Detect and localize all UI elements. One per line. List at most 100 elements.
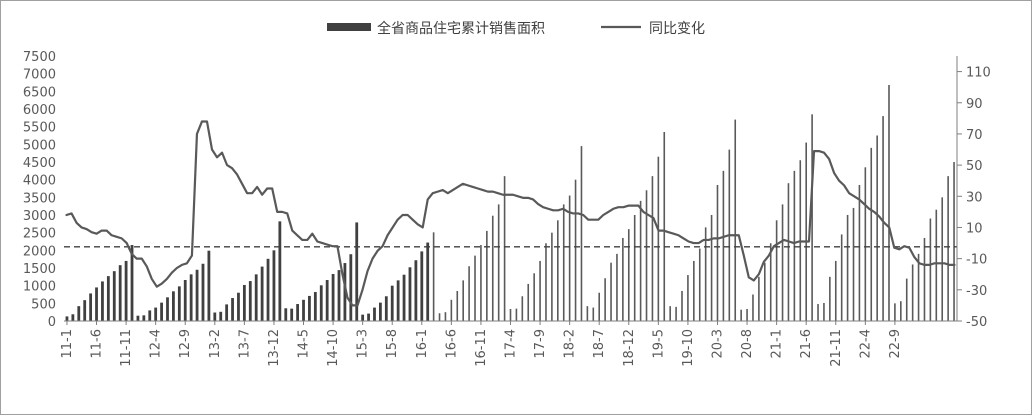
bar <box>941 197 944 321</box>
bar <box>817 304 819 321</box>
bar <box>450 299 453 321</box>
bar <box>811 114 813 321</box>
left-tick-label: 6500 <box>23 85 56 100</box>
bar <box>83 300 87 321</box>
bar <box>468 266 470 321</box>
x-tick-label: 14-10 <box>326 329 341 367</box>
bar <box>136 315 140 321</box>
x-tick-label: 21-11 <box>829 329 844 367</box>
x-tick-label: 12-4 <box>149 329 164 359</box>
x-tick-label: 18-12 <box>622 329 637 367</box>
bar <box>106 276 110 321</box>
x-tick-label: 21-6 <box>799 329 814 359</box>
bar <box>325 280 329 321</box>
bar <box>319 285 323 321</box>
bar <box>284 308 288 321</box>
bar <box>201 263 205 321</box>
x-tick-label: 20-3 <box>710 329 725 359</box>
bar <box>408 267 412 321</box>
bar <box>166 297 169 321</box>
bar <box>829 276 831 321</box>
bar <box>231 298 234 321</box>
bar <box>781 204 784 321</box>
x-tick-label: 22-9 <box>888 329 903 359</box>
left-tick-label: 7500 <box>23 50 56 65</box>
bar <box>355 222 359 321</box>
bar <box>444 312 447 321</box>
bar <box>610 262 612 321</box>
right-tick-label: 90 <box>966 97 983 112</box>
bar <box>876 135 878 321</box>
bar <box>710 215 713 321</box>
bar <box>929 218 932 321</box>
bar <box>462 280 464 321</box>
bar <box>402 274 406 321</box>
bar <box>905 278 908 321</box>
bar <box>693 260 695 321</box>
bar <box>521 296 524 321</box>
bar <box>160 302 163 321</box>
bar <box>177 286 181 321</box>
bar <box>248 281 252 321</box>
bar <box>426 242 430 321</box>
x-tick-label: 17-9 <box>533 329 548 359</box>
bar <box>669 306 671 321</box>
bar <box>308 295 311 321</box>
right-tick-label: -10 <box>966 253 987 268</box>
bar <box>361 314 365 321</box>
left-tick-label: 3500 <box>23 191 56 206</box>
left-tick-label: 500 <box>31 297 56 312</box>
bar <box>858 184 861 321</box>
bar <box>592 307 595 321</box>
bar <box>237 292 240 321</box>
bar <box>225 304 229 321</box>
bar <box>557 220 559 321</box>
right-tick-label: 70 <box>966 128 983 143</box>
bar <box>823 302 825 321</box>
bar <box>189 274 193 321</box>
bar <box>497 204 500 321</box>
bar <box>349 254 353 321</box>
bar <box>864 167 867 321</box>
legend: 全省商品住宅累计销售面积 同比变化 <box>327 20 705 37</box>
bar <box>870 147 873 321</box>
left-tick-label: 6000 <box>23 103 56 118</box>
bar <box>769 243 772 321</box>
x-tick-label: 19-5 <box>651 329 666 359</box>
left-tick-label: 5500 <box>23 121 56 136</box>
bar <box>911 264 914 321</box>
x-tick-label: 18-2 <box>563 329 578 359</box>
bar <box>266 258 270 321</box>
bar <box>622 237 624 321</box>
bar <box>923 237 926 321</box>
bar <box>645 190 648 321</box>
left-tick-label: 7000 <box>23 68 56 83</box>
bar <box>101 281 104 321</box>
x-tick-label: 21-1 <box>770 329 785 359</box>
bar <box>716 184 719 321</box>
left-tick-label: 1000 <box>23 280 56 295</box>
bar <box>172 291 175 321</box>
bar <box>734 119 737 321</box>
bar <box>598 292 601 321</box>
legend-swatch-bar <box>327 23 371 31</box>
bar <box>337 270 341 321</box>
bar <box>888 84 890 322</box>
legend-label-line: 同比变化 <box>649 21 705 37</box>
bar <box>704 227 707 321</box>
left-tick-label: 5000 <box>23 138 56 153</box>
bar <box>89 293 93 321</box>
bar <box>130 245 134 321</box>
x-tick-label: 14-5 <box>297 329 312 359</box>
bar <box>414 260 418 321</box>
bar <box>746 308 748 321</box>
bar <box>503 176 506 321</box>
x-tick-label: 16-1 <box>415 329 430 359</box>
bar <box>775 220 778 321</box>
bar <box>627 229 630 321</box>
legend-label-bar: 全省商品住宅累计销售面积 <box>377 20 545 37</box>
bar <box>420 251 424 321</box>
left-tick-label: 2000 <box>23 244 56 259</box>
x-axis-ticks: 11-1 11-6 11-11 12-4 12-9 13-2 13-7 13-12 14-5 14… <box>60 321 903 367</box>
